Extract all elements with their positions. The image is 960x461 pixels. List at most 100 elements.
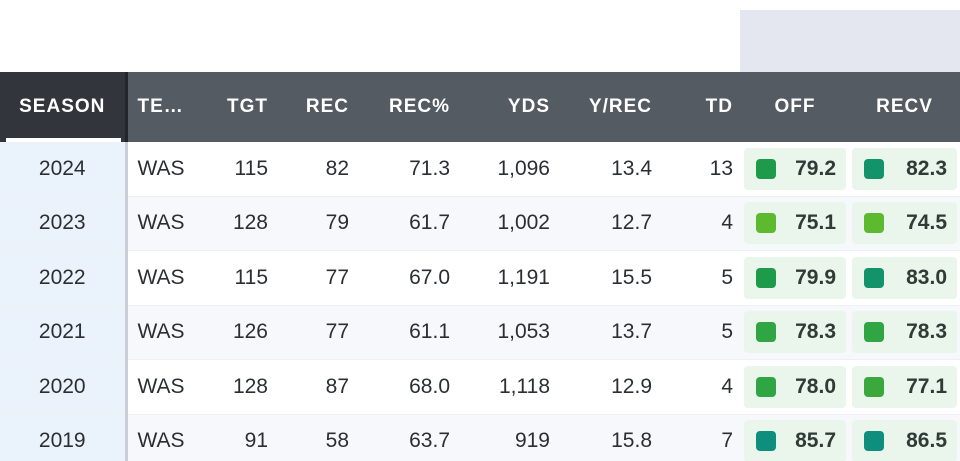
grade-color-swatch <box>756 158 776 179</box>
off-grade-badge: 79.2 <box>744 147 846 190</box>
recv-grade-badge: 74.5 <box>852 202 957 245</box>
recv-grade-cell: 78.3 <box>849 305 960 360</box>
yds-cell: 1,191 <box>458 250 558 306</box>
y-rec-cell: 12.7 <box>558 196 660 251</box>
rec-cell: 82 <box>276 142 357 197</box>
off-grade-value: 78.0 <box>795 374 836 398</box>
table-row[interactable]: 2024 WAS 115 82 71.3 1,096 13.4 13 79.2 82.3 <box>0 142 960 197</box>
table-row[interactable]: 2023 WAS 128 79 61.7 1,002 12.7 4 75.1 74.5 <box>0 196 960 251</box>
y-rec-cell: 15.5 <box>558 250 660 306</box>
off-grade-badge: 85.7 <box>744 420 846 461</box>
yds-cell: 919 <box>458 414 558 461</box>
off-grade-value: 75.1 <box>795 211 836 235</box>
tgt-cell: 91 <box>200 414 276 461</box>
tgt-cell: 126 <box>200 305 276 360</box>
grade-color-swatch <box>864 267 884 288</box>
y-rec-cell: 15.8 <box>558 414 660 461</box>
recv-grade-value: 74.5 <box>906 211 947 235</box>
header-recv[interactable]: RECV <box>849 72 960 142</box>
header-season[interactable]: SEASON <box>0 72 128 142</box>
grade-color-swatch <box>864 158 884 179</box>
grade-color-swatch <box>756 322 776 343</box>
grade-color-swatch <box>756 431 776 452</box>
off-grade-badge: 78.0 <box>744 365 846 408</box>
off-grade-badge: 75.1 <box>744 202 846 245</box>
table-row[interactable]: 2022 WAS 115 77 67.0 1,191 15.5 5 79.9 83.0 <box>0 250 960 306</box>
rec-pct-cell: 67.0 <box>357 250 458 306</box>
season-cell: 2022 <box>0 250 128 306</box>
team-cell: WAS <box>126 142 200 197</box>
recv-grade-cell: 77.1 <box>849 359 960 415</box>
recv-grade-cell: 86.5 <box>849 414 960 461</box>
header-off[interactable]: OFF <box>741 72 849 142</box>
team-cell: WAS <box>126 305 200 360</box>
y-rec-cell: 12.9 <box>558 359 660 415</box>
header-rec[interactable]: REC <box>276 72 357 142</box>
recv-grade-badge: 83.0 <box>852 256 957 299</box>
recv-grade-badge: 82.3 <box>852 147 957 190</box>
off-grade-value: 79.9 <box>795 265 836 289</box>
receiving-stats-table: SEASON TE… TGT REC REC% YDS Y/REC TD OFF… <box>0 72 960 461</box>
off-grade-cell: 75.1 <box>741 196 849 251</box>
grade-color-swatch <box>864 322 884 343</box>
off-grade-value: 79.2 <box>795 156 836 180</box>
table-body: 2024 WAS 115 82 71.3 1,096 13.4 13 79.2 82.3 2023 W… <box>0 142 960 461</box>
season-cell: 2021 <box>0 305 128 360</box>
rec-cell: 79 <box>276 196 357 251</box>
yds-cell: 1,053 <box>458 305 558 360</box>
recv-grade-value: 83.0 <box>906 265 947 289</box>
season-cell: 2024 <box>0 142 128 197</box>
td-cell: 5 <box>660 250 741 306</box>
team-cell: WAS <box>126 196 200 251</box>
off-grade-cell: 79.9 <box>741 250 849 306</box>
y-rec-cell: 13.4 <box>558 142 660 197</box>
recv-grade-value: 86.5 <box>906 429 947 453</box>
season-cell: 2020 <box>0 359 128 415</box>
grade-color-swatch <box>864 376 884 397</box>
header-y-rec[interactable]: Y/REC <box>558 72 660 142</box>
tgt-cell: 128 <box>200 359 276 415</box>
header-team[interactable]: TE… <box>126 72 200 142</box>
team-cell: WAS <box>126 250 200 306</box>
recv-grade-badge: 77.1 <box>852 365 957 408</box>
off-grade-cell: 78.0 <box>741 359 849 415</box>
off-grade-value: 85.7 <box>795 429 836 453</box>
team-cell: WAS <box>126 359 200 415</box>
table-row[interactable]: 2020 WAS 128 87 68.0 1,118 12.9 4 78.0 77.1 <box>0 359 960 415</box>
recv-grade-badge: 78.3 <box>852 311 957 354</box>
table-row[interactable]: 2019 WAS 91 58 63.7 919 15.8 7 85.7 86.5 <box>0 414 960 461</box>
tgt-cell: 115 <box>200 142 276 197</box>
header-tgt[interactable]: TGT <box>200 72 276 142</box>
grade-color-swatch <box>756 213 776 234</box>
rec-pct-cell: 71.3 <box>357 142 458 197</box>
tgt-cell: 128 <box>200 196 276 251</box>
rec-pct-cell: 61.7 <box>357 196 458 251</box>
td-cell: 13 <box>660 142 741 197</box>
rec-cell: 87 <box>276 359 357 415</box>
yds-cell: 1,096 <box>458 142 558 197</box>
y-rec-cell: 13.7 <box>558 305 660 360</box>
td-cell: 5 <box>660 305 741 360</box>
rec-pct-cell: 68.0 <box>357 359 458 415</box>
rec-cell: 58 <box>276 414 357 461</box>
off-grade-badge: 78.3 <box>744 311 846 354</box>
header-yds[interactable]: YDS <box>458 72 558 142</box>
grade-color-swatch <box>864 431 884 452</box>
yds-cell: 1,118 <box>458 359 558 415</box>
table-row[interactable]: 2021 WAS 126 77 61.1 1,053 13.7 5 78.3 78.3 <box>0 305 960 360</box>
rec-pct-cell: 63.7 <box>357 414 458 461</box>
recv-grade-badge: 86.5 <box>852 420 957 461</box>
off-grade-cell: 85.7 <box>741 414 849 461</box>
td-cell: 7 <box>660 414 741 461</box>
td-cell: 4 <box>660 196 741 251</box>
header-rec-pct[interactable]: REC% <box>357 72 458 142</box>
recv-grade-cell: 82.3 <box>849 142 960 197</box>
recv-grade-cell: 83.0 <box>849 250 960 306</box>
rec-pct-cell: 61.1 <box>357 305 458 360</box>
header-td[interactable]: TD <box>660 72 741 142</box>
recv-grade-value: 77.1 <box>906 374 947 398</box>
table-header-row: SEASON TE… TGT REC REC% YDS Y/REC TD OFF… <box>0 72 960 142</box>
grade-color-swatch <box>756 376 776 397</box>
top-right-panel <box>740 10 960 72</box>
grade-color-swatch <box>756 267 776 288</box>
